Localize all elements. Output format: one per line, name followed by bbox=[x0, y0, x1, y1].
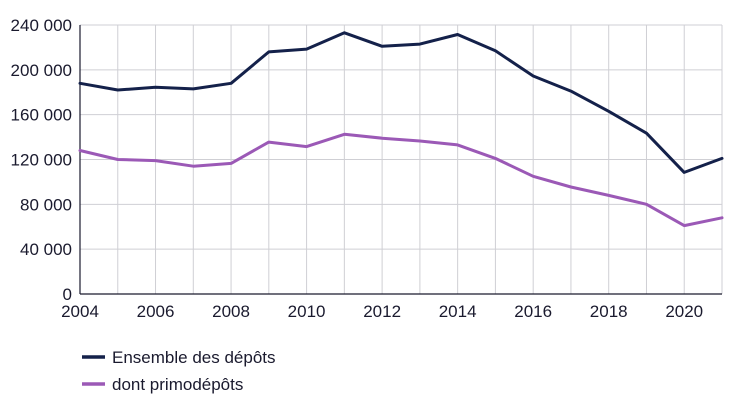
y-tick-label: 160 000 bbox=[11, 106, 72, 125]
y-tick-label: 240 000 bbox=[11, 16, 72, 35]
x-tick-label: 2004 bbox=[61, 302, 99, 321]
gridlines bbox=[79, 24, 723, 294]
series-line-primodepots bbox=[78, 132, 724, 228]
x-tick-label: 2018 bbox=[590, 302, 628, 321]
x-tick-label: 2008 bbox=[212, 302, 250, 321]
x-tick-label: 2010 bbox=[288, 302, 326, 321]
x-tick-label: 2020 bbox=[665, 302, 703, 321]
axes bbox=[79, 25, 722, 295]
x-tick-label: 2014 bbox=[439, 302, 477, 321]
y-tick-label: 40 000 bbox=[20, 240, 72, 259]
x-tick-label: 2006 bbox=[137, 302, 175, 321]
legend-label-ensemble: Ensemble des dépôts bbox=[112, 348, 276, 367]
y-tick-label: 200 000 bbox=[11, 61, 72, 80]
y-tick-label: 0 bbox=[63, 285, 72, 304]
series-line-ensemble bbox=[78, 31, 724, 174]
legend: Ensemble des dépôts dont primodépôts bbox=[82, 348, 276, 394]
x-tick-label: 2016 bbox=[514, 302, 552, 321]
x-tick-label: 2012 bbox=[363, 302, 401, 321]
series-lines bbox=[78, 31, 724, 228]
legend-label-primodepots: dont primodépôts bbox=[112, 375, 243, 394]
y-tick-label: 80 000 bbox=[20, 195, 72, 214]
x-tick-labels: 2004 2006 2008 2010 2012 2014 2016 2018 2020 bbox=[61, 302, 703, 321]
y-tick-label: 120 000 bbox=[11, 151, 72, 170]
y-tick-labels: 0 40 000 80 000 120 000 160 000 200 000 240 00… bbox=[11, 16, 72, 304]
